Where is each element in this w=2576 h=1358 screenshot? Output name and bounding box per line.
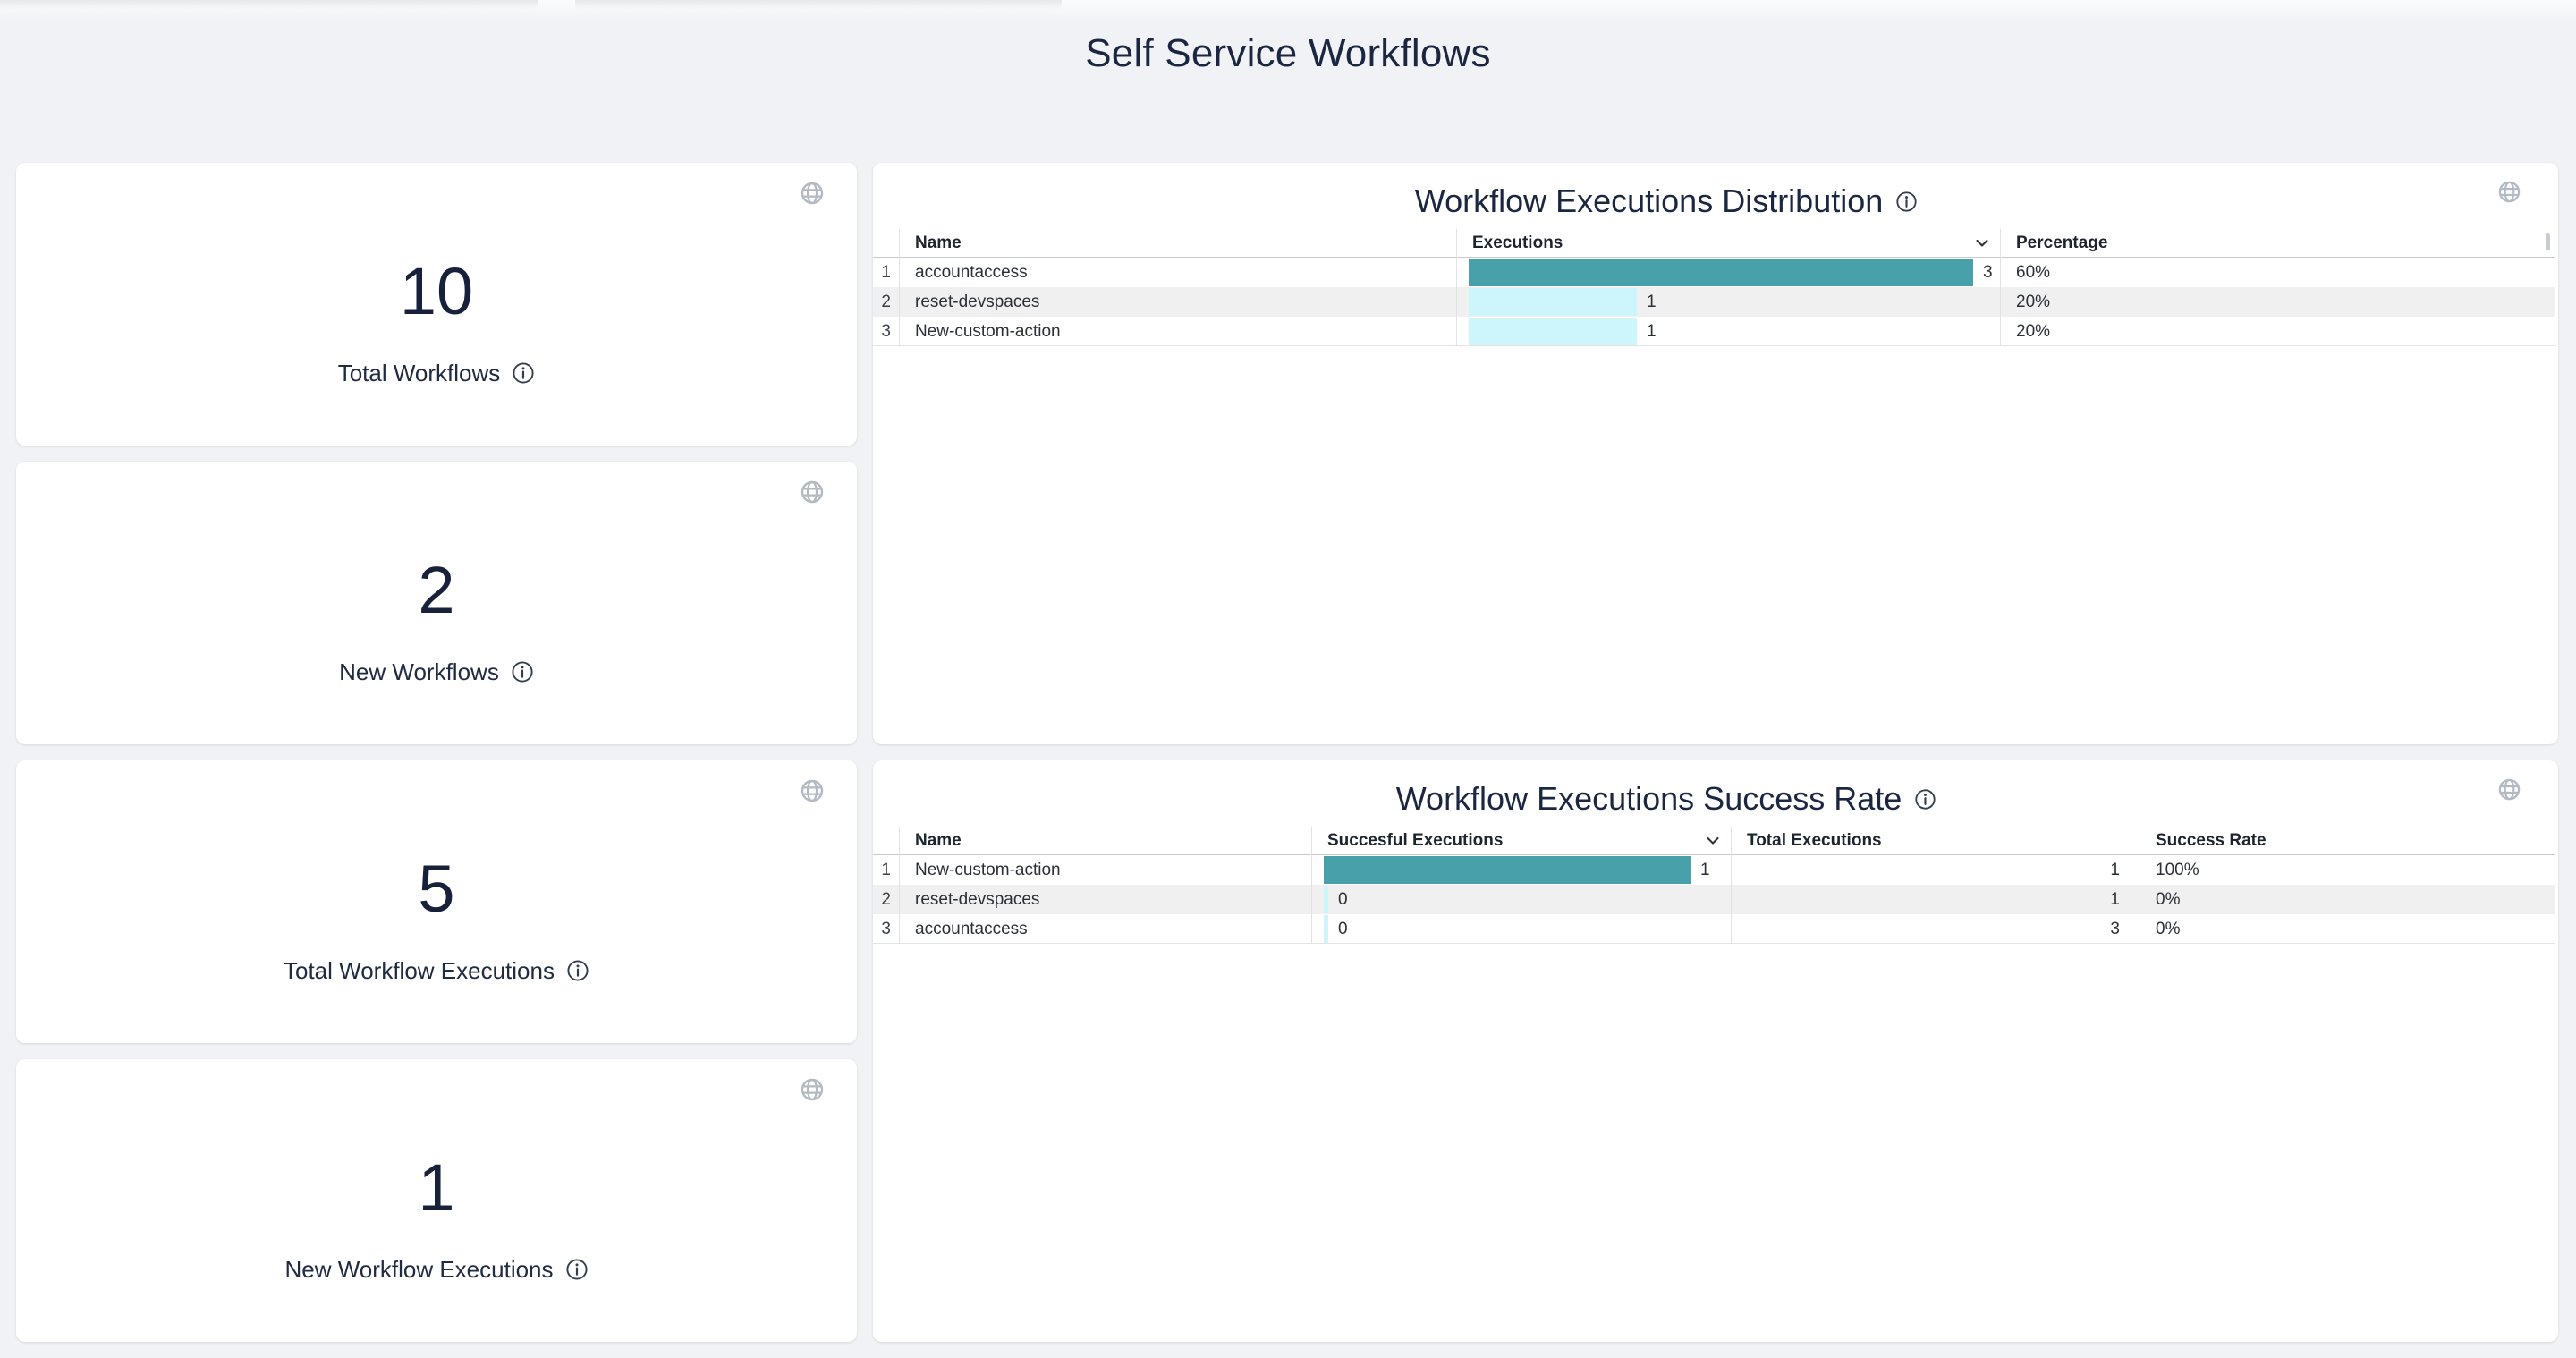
column-header-name[interactable]: Name [899,229,1456,258]
column-header-success-rate[interactable]: Success Rate [2140,827,2555,855]
total-executions-value: 3 [1731,914,2140,944]
executions-value: 3 [1983,263,1993,282]
column-header-label: Executions [1472,233,1563,252]
browser-tab-strip [0,0,2576,27]
row-index: 2 [881,293,891,311]
percentage-value: 20% [2000,287,2555,317]
globe-icon[interactable] [2497,777,2522,802]
column-header-total-executions[interactable]: Total Executions [1731,827,2140,855]
stat-card-total-workflow-executions: 5 Total Workflow Executions [16,760,857,1043]
column-header-successful-executions[interactable]: Succesful Executions [1311,827,1731,855]
info-icon[interactable] [1914,788,1936,811]
stat-value: 5 [418,851,455,926]
panel-workflow-executions-success-rate: Workflow Executions Success Rate Name Su… [873,760,2558,1342]
executions-distribution-table: Name Executions Percentage 1 accountacce… [873,229,2555,346]
successful-executions-bar [1324,886,1328,913]
stat-label: Total Workflow Executions [284,956,555,984]
stat-value: 2 [418,552,455,627]
table-row: 1 accountaccess 3 60% [873,258,2555,287]
sort-desc-chevron-icon [1973,234,1991,252]
workflow-name: New-custom-action [899,317,1456,346]
info-icon[interactable] [511,660,534,683]
successful-executions-value: 0 [1338,890,1348,909]
total-executions-value: 1 [1731,855,2140,885]
index-column-header [873,827,899,855]
row-index: 3 [881,322,891,341]
workflow-name: accountaccess [899,914,1311,944]
globe-icon[interactable] [800,480,825,505]
info-icon[interactable] [565,1258,589,1281]
workflow-name: accountaccess [899,258,1456,287]
executions-value: 1 [1647,293,1657,311]
stat-value: 10 [399,253,474,328]
browser-tab-remnant [0,0,538,10]
stat-label: New Workflow Executions [284,1255,554,1283]
workflow-name: reset-devspaces [899,287,1456,317]
browser-tab-remnant [575,0,1062,10]
success-rate-value: 100% [2140,855,2555,885]
success-rate-value: 0% [2140,885,2555,914]
total-executions-value: 1 [1731,885,2140,914]
page-title: Self Service Workflows [1085,31,1491,75]
column-header-percentage[interactable]: Percentage [2000,229,2555,258]
row-index: 1 [881,861,891,879]
table-scrollbar-thumb[interactable] [2546,233,2550,250]
workflow-name: reset-devspaces [899,885,1311,914]
globe-icon[interactable] [2497,180,2522,205]
globe-icon[interactable] [800,181,825,206]
executions-value: 1 [1647,322,1657,341]
globe-icon[interactable] [800,778,825,803]
successful-executions-value: 1 [1700,861,1710,879]
row-index: 1 [881,263,891,282]
stat-card-new-workflow-executions: 1 New Workflow Executions [16,1059,857,1342]
info-icon[interactable] [1895,191,1918,213]
stat-card-total-workflows: 10 Total Workflows [16,163,857,446]
executions-bar [1469,318,1637,345]
info-icon[interactable] [512,361,535,385]
stat-label: New Workflows [339,658,499,685]
stat-card-new-workflows: 2 New Workflows [16,462,857,744]
sort-desc-chevron-icon [1704,832,1722,850]
executions-bar [1469,288,1637,316]
stat-value: 1 [418,1150,455,1225]
success-rate-value: 0% [2140,914,2555,944]
column-header-name[interactable]: Name [899,827,1311,855]
stat-label: Total Workflows [337,359,501,386]
table-row: 3 accountaccess 0 3 0% [873,914,2555,944]
table-row: 2 reset-devspaces 0 1 0% [873,885,2555,914]
successful-executions-value: 0 [1338,920,1348,938]
table-row: 2 reset-devspaces 1 20% [873,287,2555,317]
successful-executions-bar [1324,915,1328,943]
percentage-value: 60% [2000,258,2555,287]
column-header-label: Succesful Executions [1327,831,1504,850]
successful-executions-bar [1324,856,1690,884]
table-row: 1 New-custom-action 1 1 100% [873,855,2555,885]
percentage-value: 20% [2000,317,2555,346]
row-index: 2 [881,890,891,909]
column-header-executions[interactable]: Executions [1456,229,2000,258]
panel-workflow-executions-distribution: Workflow Executions Distribution Name Ex… [873,163,2558,744]
table-row: 3 New-custom-action 1 20% [873,317,2555,346]
success-rate-table: Name Succesful Executions Total Executio… [873,827,2555,944]
globe-icon[interactable] [800,1077,825,1102]
row-index: 3 [881,920,891,938]
panel-title: Workflow Executions Success Rate [1395,780,1902,817]
panel-title: Workflow Executions Distribution [1414,182,1884,219]
workflow-name: New-custom-action [899,855,1311,885]
index-column-header [873,229,899,258]
executions-bar [1469,259,1973,286]
info-icon[interactable] [566,959,589,982]
